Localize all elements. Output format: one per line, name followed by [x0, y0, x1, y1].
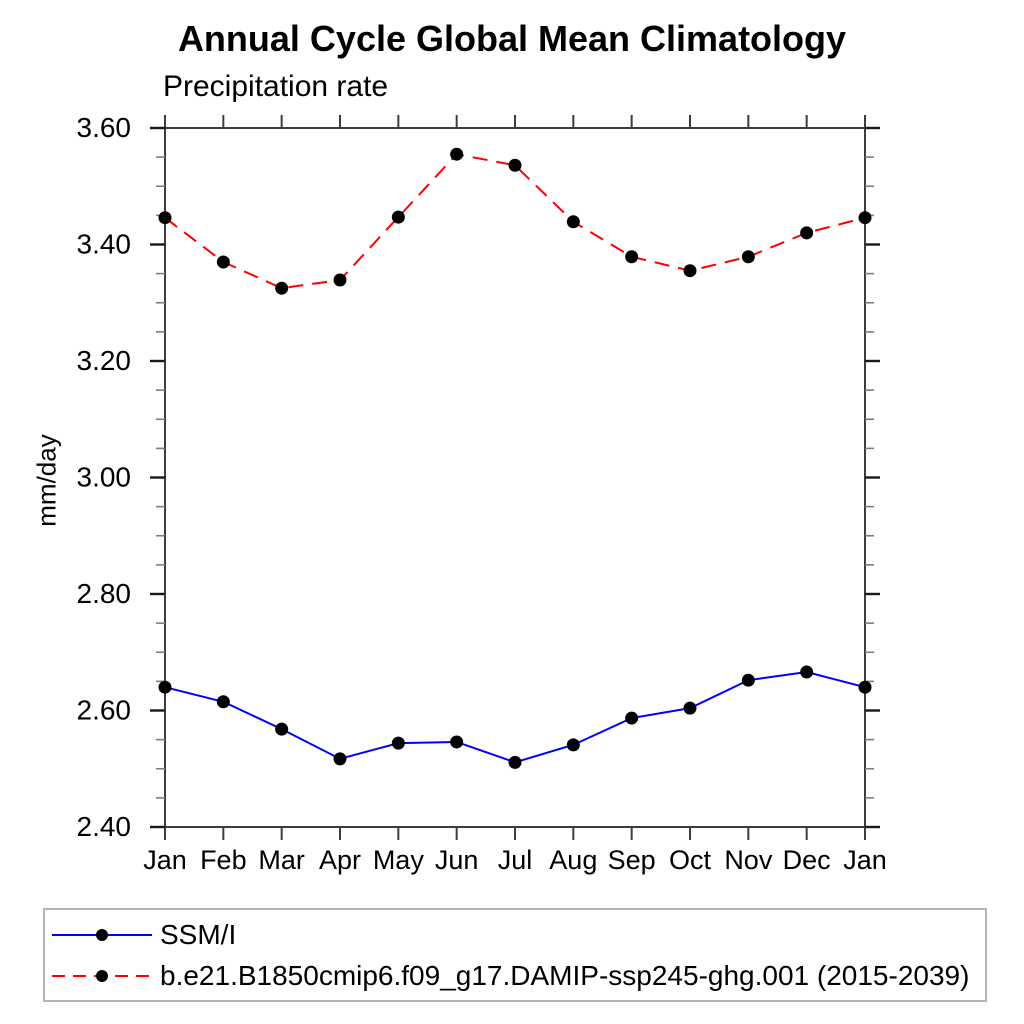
x-tick-label: Jan	[143, 845, 187, 875]
data-point-series-1	[625, 250, 639, 264]
x-tick-label: Mar	[258, 845, 305, 875]
y-tick-label: 3.40	[77, 229, 132, 260]
data-point-series-0	[333, 752, 347, 766]
data-point-series-0	[625, 711, 639, 725]
data-point-series-1	[333, 273, 347, 287]
x-tick-label: Nov	[724, 845, 773, 875]
x-tick-label: Feb	[200, 845, 247, 875]
plot-area: Jan Feb Mar Apr May Jun Jul Aug Sep Oct Nov Dec Jan 3…	[77, 112, 887, 875]
data-point-series-0	[566, 738, 580, 752]
data-point-series-1	[216, 255, 230, 269]
data-point-series-0	[683, 701, 697, 715]
data-point-series-1	[741, 250, 755, 264]
data-point-series-0	[741, 673, 755, 687]
x-tick-label: Aug	[549, 845, 597, 875]
y-tick-label: 3.00	[77, 462, 132, 493]
y-tick-label: 2.80	[77, 578, 132, 609]
x-tick-label: Apr	[319, 845, 361, 875]
y-tick-label: 2.60	[77, 695, 132, 726]
data-point-series-0	[800, 665, 814, 679]
y-tick-label: 2.40	[77, 811, 132, 842]
legend-item-ssmi: SSM/I	[49, 919, 237, 950]
data-point-series-1	[566, 215, 580, 229]
y-tick-label: 3.20	[77, 345, 132, 376]
data-point-series-1	[858, 211, 872, 225]
data-point-series-1	[275, 281, 289, 295]
data-point-series-1	[800, 226, 814, 240]
data-point-series-0	[275, 722, 289, 736]
chart-title: Annual Cycle Global Mean Climatology	[177, 18, 847, 59]
data-point-series-1	[158, 211, 172, 225]
data-point-series-1	[450, 147, 464, 161]
x-tick-label: Oct	[669, 845, 712, 875]
x-tick-label: Jan	[843, 845, 887, 875]
legend-label-model: b.e21.B1850cmip6.f09_g17.DAMIP-ssp245-gh…	[160, 960, 970, 991]
y-tick-label: 3.60	[77, 112, 132, 143]
legend-item-model: b.e21.B1850cmip6.f09_g17.DAMIP-ssp245-gh…	[49, 960, 970, 991]
data-point-series-1	[391, 210, 405, 224]
data-point-series-0	[450, 735, 464, 749]
series-line-1	[164, 153, 866, 290]
data-point-series-1	[508, 158, 522, 172]
data-point-series-0	[216, 695, 230, 709]
x-tick-label: May	[373, 845, 425, 875]
series-line-0	[164, 671, 866, 764]
plot-box	[164, 127, 866, 828]
legend-sample-model-line-icon	[52, 970, 152, 982]
x-tick-label: Sep	[608, 845, 656, 875]
data-point-series-0	[391, 736, 405, 750]
legend-sample-ssmi-line-icon	[52, 929, 152, 941]
chart-subtitle: Precipitation rate	[163, 70, 389, 103]
data-point-series-0	[508, 755, 522, 769]
x-tick-label: Jun	[435, 845, 479, 875]
x-tick-label: Dec	[783, 845, 831, 875]
legend-label-ssmi: SSM/I	[160, 919, 237, 950]
data-point-series-0	[158, 680, 172, 694]
x-tick-label: Jul	[498, 845, 533, 875]
data-point-series-1	[683, 264, 697, 278]
legend-box: SSM/I b.e21.B1850cmip6.f09_g17.DAMIP-ssp…	[43, 908, 987, 1002]
data-point-series-0	[858, 680, 872, 694]
